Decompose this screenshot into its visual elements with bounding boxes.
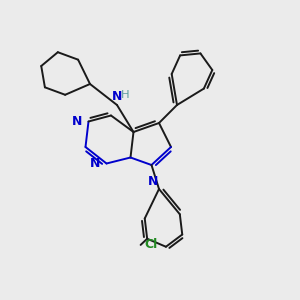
Text: H: H [121,91,130,100]
Text: Cl: Cl [144,238,158,251]
Text: N: N [112,91,122,103]
Text: N: N [148,175,159,188]
Text: N: N [71,115,82,128]
Text: N: N [89,157,100,170]
